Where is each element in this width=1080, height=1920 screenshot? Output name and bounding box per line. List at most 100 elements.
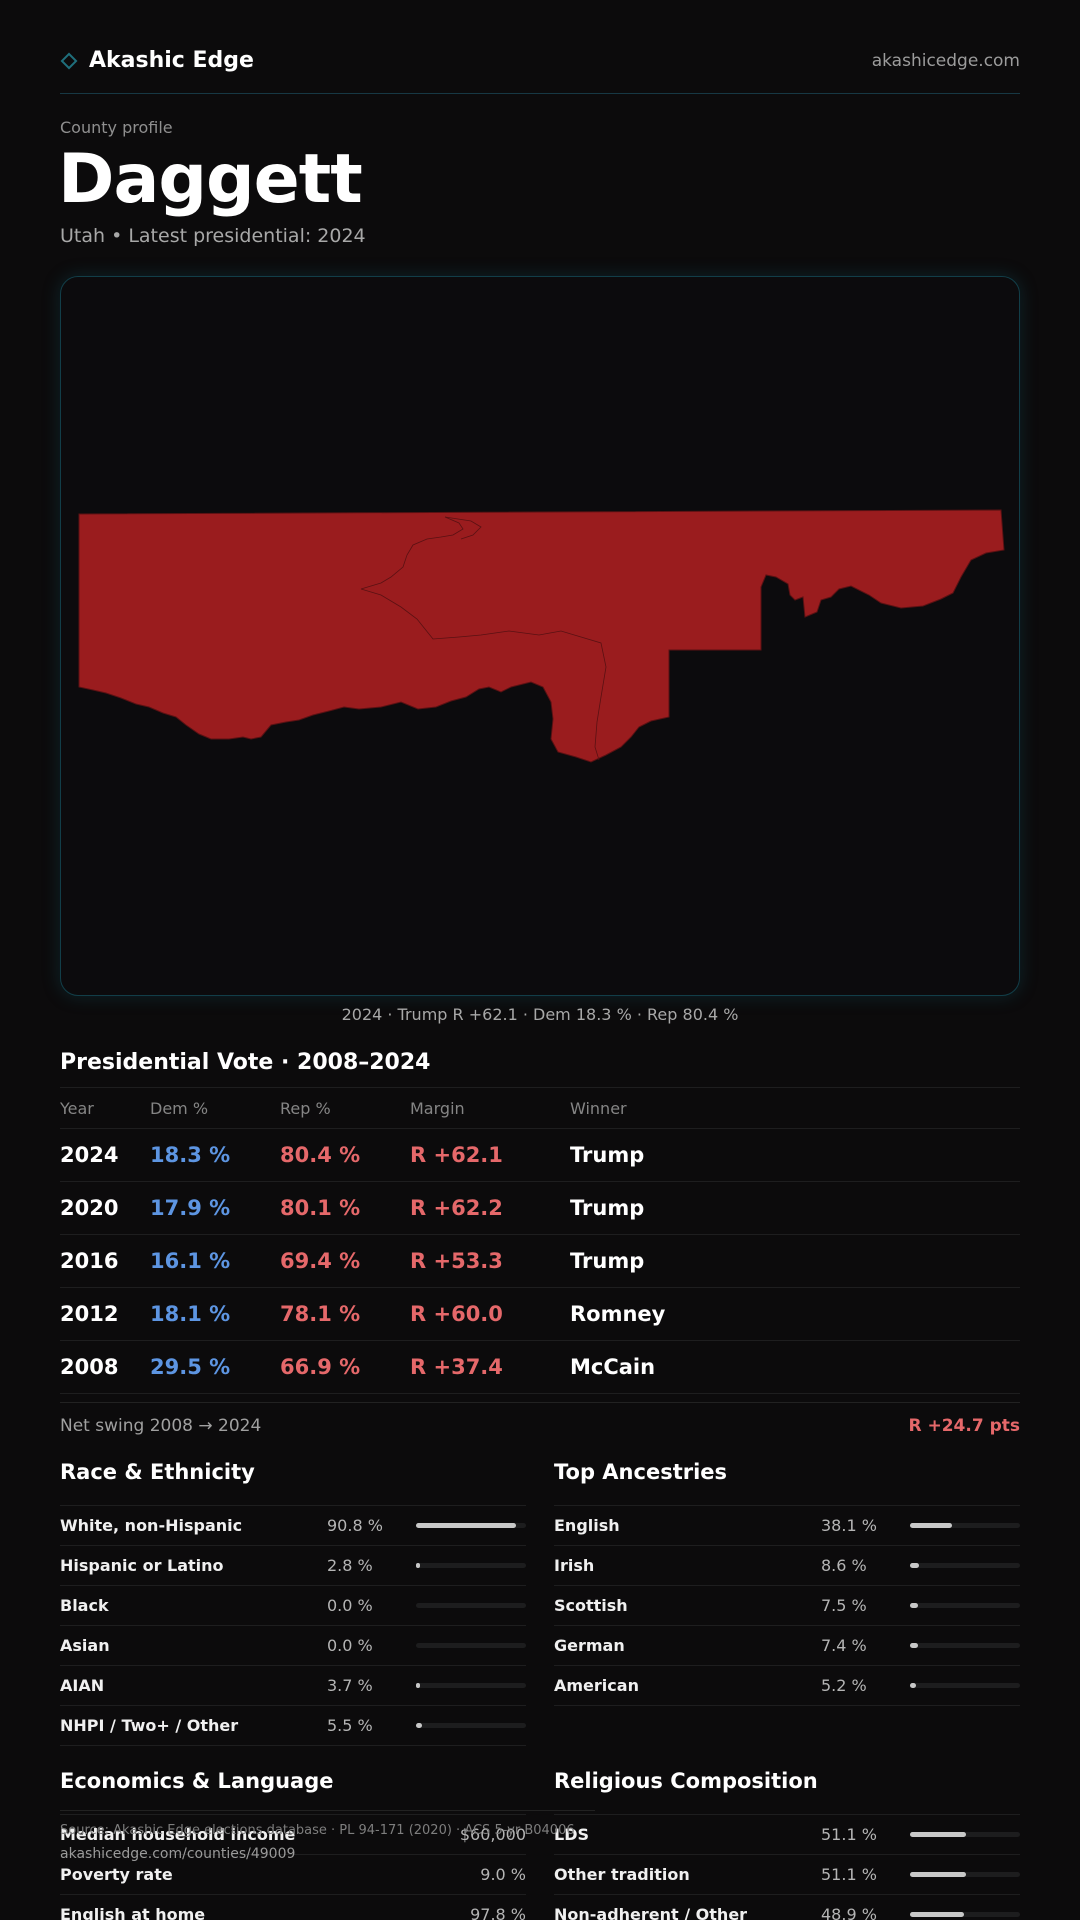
margin-cell: R +62.1 [410,1143,503,1167]
row-bar-fill [910,1523,952,1528]
row-bar [910,1563,1020,1568]
ancestry-rows: English 38.1 % Irish 8.6 % Scottish 7.5 … [554,1506,1020,1706]
row-bar-fill [910,1643,919,1648]
table-row: 2016 16.1 % 69.4 % R +53.3 Trump [60,1235,1020,1288]
economics-title: Economics & Language [60,1769,526,1815]
margin-cell: R +53.3 [410,1249,503,1273]
net-swing-row: Net swing 2008 → 2024 R +24.7 pts [60,1402,1020,1448]
page-subtitle: Utah • Latest presidential: 2024 [60,225,366,247]
rep-cell: 69.4 % [280,1249,361,1273]
row-value: 0.0 % [327,1636,373,1655]
list-item: English 38.1 % [554,1506,1020,1546]
row-bar-fill [910,1563,920,1568]
row-label: German [554,1636,625,1655]
row-label: NHPI / Two+ / Other [60,1716,239,1735]
year-cell: 2008 [60,1355,119,1379]
row-value: 48.9 % [821,1905,877,1920]
list-item: NHPI / Two+ / Other 5.5 % [60,1706,526,1746]
winner-cell: Romney [570,1302,666,1326]
list-item: Hispanic or Latino 2.8 % [60,1546,526,1586]
brand[interactable]: Akashic Edge [60,48,254,73]
county-map [78,509,1005,763]
row-value: 3.7 % [327,1676,373,1695]
row-label: LDS [554,1825,589,1844]
row-bar-fill [910,1832,967,1837]
row-value: 8.6 % [821,1556,867,1575]
row-label: Scottish [554,1596,628,1615]
race-ethnicity-panel: Race & Ethnicity White, non-Hispanic 90.… [60,1460,526,1746]
year-cell: 2012 [60,1302,119,1326]
site-header: Akashic Edge akashicedge.com [60,44,1020,94]
row-value: 90.8 % [327,1516,383,1535]
map-caption: 2024 · Trump R +62.1 · Dem 18.3 % · Rep … [341,1005,739,1024]
economics-panel: Economics & Language Median household in… [60,1769,526,1920]
row-bar [416,1603,526,1608]
row-label: American [554,1676,639,1695]
site-domain-link[interactable]: akashicedge.com [871,50,1020,71]
row-bar [910,1523,1020,1528]
row-bar [910,1872,1020,1877]
dem-cell: 29.5 % [150,1355,231,1379]
row-bar-fill [910,1683,916,1688]
winner-cell: Trump [570,1249,645,1273]
county-map-card [60,276,1020,996]
row-bar [416,1523,526,1528]
brand-name: Akashic Edge [89,48,254,73]
table-row: 2020 17.9 % 80.1 % R +62.2 Trump [60,1182,1020,1235]
row-bar-fill [910,1872,967,1877]
row-bar-fill [416,1723,423,1728]
year-cell: 2020 [60,1196,119,1220]
row-value: 2.8 % [327,1556,373,1575]
row-bar-fill [416,1523,516,1528]
margin-cell: R +62.2 [410,1196,503,1220]
row-value: 97.8 % [470,1905,526,1920]
list-item: Non-adherent / Other 48.9 % [554,1895,1020,1920]
row-bar-fill [910,1603,919,1608]
list-item: English at home 97.8 % [60,1895,526,1920]
page-title: Daggett [58,140,363,219]
footer-url-link[interactable]: akashicedge.com/counties/49009 [60,1846,296,1862]
diamond-logo-icon [60,52,78,69]
row-bar-fill [910,1912,964,1917]
row-value: 9.0 % [480,1865,526,1884]
row-bar-fill [416,1683,421,1688]
row-value: 38.1 % [821,1516,877,1535]
page-footer: Source: Akashic Edge elections database … [60,1810,595,1862]
list-item: Scottish 7.5 % [554,1586,1020,1626]
row-label: English at home [60,1905,206,1920]
list-item: German 7.4 % [554,1626,1020,1666]
row-value: $60,000 [459,1825,526,1844]
ancestries-panel: Top Ancestries English 38.1 % Irish 8.6 … [554,1460,1020,1706]
header-margin: Margin [410,1098,465,1118]
header-winner: Winner [570,1098,627,1118]
row-value: 51.1 % [821,1865,877,1884]
row-value: 7.4 % [821,1636,867,1655]
year-cell: 2024 [60,1143,119,1167]
list-item: White, non-Hispanic 90.8 % [60,1506,526,1546]
row-label: Non-adherent / Other [554,1905,748,1920]
religion-panel: Religious Composition LDS 51.1 % Other t… [554,1769,1020,1920]
list-item: Irish 8.6 % [554,1546,1020,1586]
winner-cell: McCain [570,1355,656,1379]
net-swing-value: R +24.7 pts [908,1415,1020,1436]
table-row: 2008 29.5 % 66.9 % R +37.4 McCain [60,1341,1020,1394]
row-label: White, non-Hispanic [60,1516,243,1535]
row-bar [910,1683,1020,1688]
row-bar [910,1912,1020,1917]
row-bar [416,1563,526,1568]
religion-title: Religious Composition [554,1769,1020,1815]
header-year: Year [60,1098,94,1118]
list-item: LDS 51.1 % [554,1815,1020,1855]
row-label: Hispanic or Latino [60,1556,224,1575]
header-rep: Rep % [280,1098,331,1118]
vote-table-header: Year Dem % Rep % Margin Winner [60,1087,1020,1129]
row-label: Poverty rate [60,1865,173,1884]
row-bar-fill [416,1563,420,1568]
row-label: Median household income [60,1825,296,1844]
row-value: 5.2 % [821,1676,867,1695]
year-cell: 2016 [60,1249,119,1273]
row-value: 51.1 % [821,1825,877,1844]
winner-cell: Trump [570,1196,645,1220]
list-item: Asian 0.0 % [60,1626,526,1666]
row-value: 5.5 % [327,1716,373,1735]
